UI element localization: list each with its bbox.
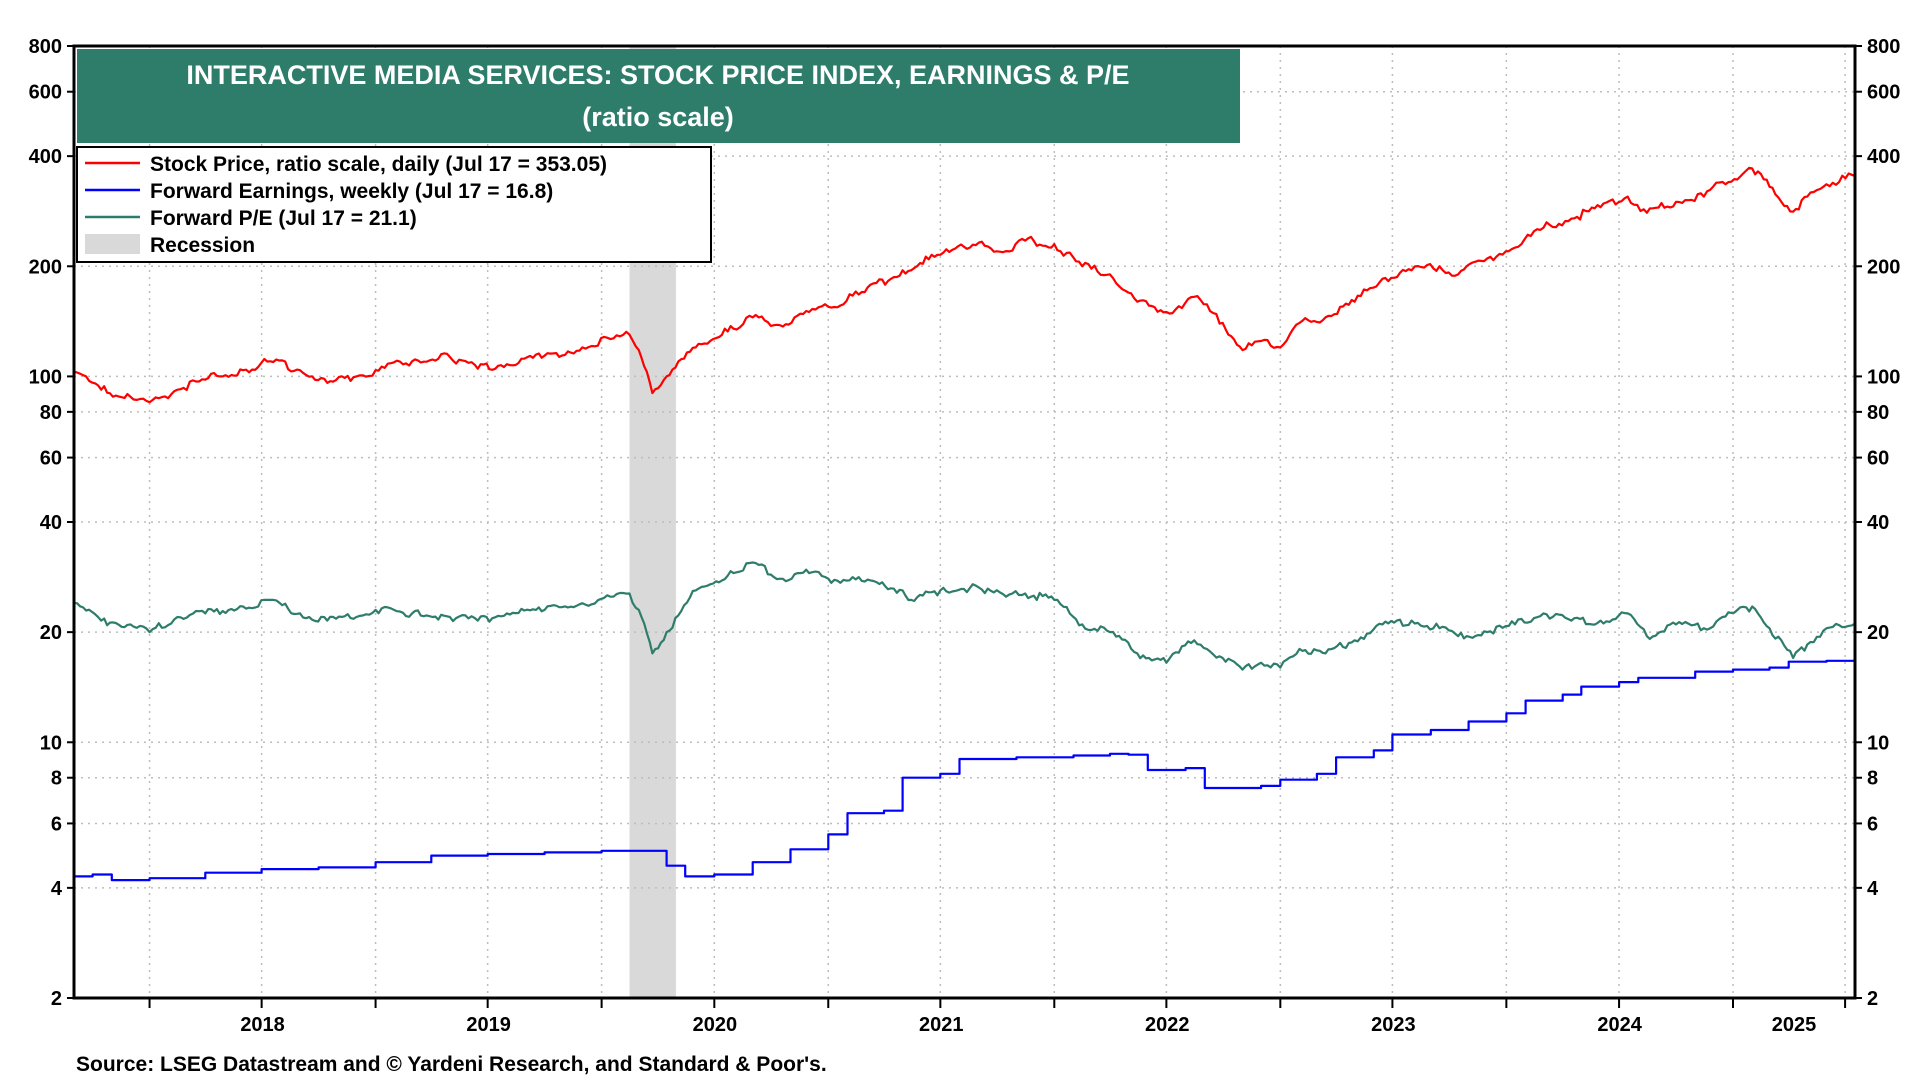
y-tick-label-left-8: 8 bbox=[51, 768, 62, 790]
source-note: Source: LSEG Datastream and © Yardeni Re… bbox=[76, 1053, 827, 1076]
x-tick-label-2019: 2019 bbox=[466, 1014, 511, 1036]
y-tick-label-left-100: 100 bbox=[29, 366, 62, 388]
legend-label-2: Forward P/E (Jul 17 = 21.1) bbox=[150, 207, 417, 230]
y-tick-label-left-6: 6 bbox=[51, 813, 62, 835]
y-tick-label-right-800: 800 bbox=[1867, 36, 1900, 58]
legend-label-1: Forward Earnings, weekly (Jul 17 = 16.8) bbox=[150, 180, 553, 203]
chart-title: INTERACTIVE MEDIA SERVICES: STOCK PRICE … bbox=[186, 60, 1129, 90]
y-tick-label-right-2: 2 bbox=[1867, 988, 1878, 1010]
y-tick-label-right-20: 20 bbox=[1867, 622, 1889, 644]
x-axis: 2018 2019 2020 2021 2022 2023 2024 2025 bbox=[148, 998, 1847, 1036]
y-tick-label-left-800: 800 bbox=[29, 36, 62, 58]
y-tick-label-left-600: 600 bbox=[29, 82, 62, 104]
x-tick-label-2024: 2024 bbox=[1597, 1014, 1642, 1036]
y-tick-label-left-4: 4 bbox=[51, 878, 63, 900]
y-tick-label-right-6: 6 bbox=[1867, 813, 1878, 835]
y-tick-label-right-8: 8 bbox=[1867, 768, 1878, 790]
legend-swatch-3 bbox=[85, 234, 140, 254]
y-tick-label-right-4: 4 bbox=[1867, 878, 1879, 900]
y-tick-label-right-80: 80 bbox=[1867, 402, 1889, 424]
y-tick-label-left-2: 2 bbox=[51, 988, 62, 1010]
y-tick-label-right-60: 60 bbox=[1867, 448, 1889, 470]
y-tick-label-right-40: 40 bbox=[1867, 512, 1889, 534]
y-axis-right: 2 4 6 8 10 20 40 60 80 100 200 400 600 800 bbox=[1855, 36, 1900, 1010]
y-tick-label-right-200: 200 bbox=[1867, 256, 1900, 278]
x-tick-label-2025: 2025 bbox=[1772, 1014, 1817, 1036]
x-tick-label-2023: 2023 bbox=[1371, 1014, 1416, 1036]
series-layer bbox=[73, 166, 1857, 882]
y-tick-label-left-200: 200 bbox=[29, 256, 62, 278]
y-tick-label-right-100: 100 bbox=[1867, 366, 1900, 388]
y-tick-label-right-10: 10 bbox=[1867, 732, 1889, 754]
y-tick-label-right-400: 400 bbox=[1867, 146, 1900, 168]
x-tick-label-2022: 2022 bbox=[1145, 1014, 1190, 1036]
x-tick-label-2021: 2021 bbox=[919, 1014, 964, 1036]
x-tick-label-2018: 2018 bbox=[240, 1014, 285, 1036]
y-tick-label-left-60: 60 bbox=[40, 448, 62, 470]
y-tick-label-left-40: 40 bbox=[40, 512, 62, 534]
title-background bbox=[77, 49, 1240, 143]
legend-label-0: Stock Price, ratio scale, daily (Jul 17 … bbox=[150, 153, 607, 176]
y-tick-label-left-10: 10 bbox=[40, 732, 62, 754]
y-tick-label-right-600: 600 bbox=[1867, 82, 1900, 104]
y-tick-label-left-80: 80 bbox=[40, 402, 62, 424]
y-axis-left: 2 4 6 8 10 20 40 60 80 100 200 400 600 800 bbox=[29, 36, 74, 1010]
legend: Stock Price, ratio scale, daily (Jul 17 … bbox=[76, 146, 712, 263]
chart-subtitle: (ratio scale) bbox=[582, 102, 734, 132]
y-tick-label-left-20: 20 bbox=[40, 622, 62, 644]
legend-label-3: Recession bbox=[150, 234, 255, 257]
y-tick-label-left-400: 400 bbox=[29, 146, 62, 168]
legend-box bbox=[76, 146, 712, 263]
x-tick-label-2020: 2020 bbox=[693, 1014, 738, 1036]
title-box: INTERACTIVE MEDIA SERVICES: STOCK PRICE … bbox=[77, 49, 1240, 143]
series-line-0 bbox=[73, 166, 1856, 404]
series-line-2 bbox=[74, 561, 1856, 671]
series-line-1 bbox=[74, 659, 1857, 882]
